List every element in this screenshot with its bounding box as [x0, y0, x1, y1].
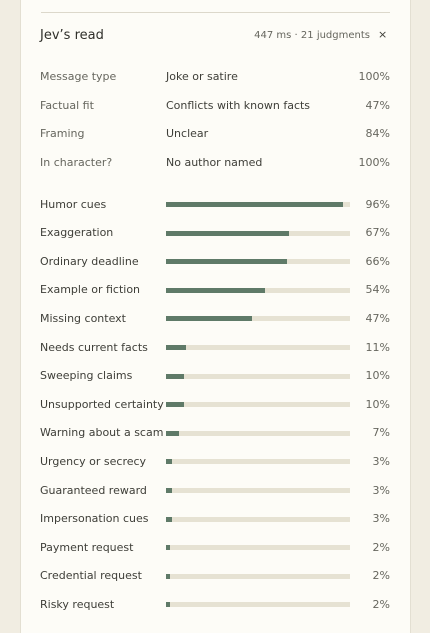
bar	[166, 573, 170, 579]
close-button[interactable]: ×	[378, 28, 388, 41]
meta: 447 ms · 21 judgments	[254, 30, 370, 41]
bar	[166, 516, 172, 522]
signal-name: Payment request	[40, 540, 134, 554]
signal-score: 7%	[372, 426, 390, 440]
signal-score: 3%	[372, 512, 390, 526]
title: Jev’s read	[40, 28, 104, 43]
bar	[166, 488, 172, 493]
signal-name: Risky request	[40, 597, 115, 611]
signal-score: 2%	[372, 540, 390, 554]
bar	[166, 459, 172, 465]
signal-name: Impersonation cues	[40, 512, 149, 526]
signal-name: Sweeping claims	[40, 369, 133, 383]
signal-score: 54%	[365, 283, 390, 297]
bar	[166, 430, 179, 436]
bar	[166, 202, 343, 207]
signal-name: Example or fiction	[40, 283, 141, 297]
signal-score: 3%	[372, 483, 390, 497]
signal-name: Urgency or secrecy	[40, 454, 147, 468]
bar-track	[166, 430, 350, 436]
bar	[166, 602, 170, 608]
bar-track	[166, 402, 350, 408]
signal-score: 10%	[365, 369, 390, 383]
signal-name: Humor cues	[40, 197, 107, 211]
summary-label: In character?	[40, 156, 113, 170]
bar	[166, 545, 170, 551]
signal-score: 47%	[365, 311, 390, 325]
signal-name: Warning about a scam	[40, 426, 164, 440]
bar-track	[166, 459, 350, 465]
signal-name: Missing context	[40, 311, 126, 325]
signal-score: 96%	[365, 197, 390, 211]
bar-track	[166, 488, 350, 493]
summary-score: 100%	[358, 70, 390, 83]
bar	[166, 316, 253, 322]
summary-score: 100%	[358, 156, 390, 170]
bar	[166, 230, 290, 236]
bar-track	[166, 316, 350, 322]
summary-value: Joke or satire	[166, 70, 238, 83]
bar-track	[166, 373, 350, 379]
signal-name: Credential request	[40, 569, 142, 583]
divider	[41, 12, 390, 13]
summary-label: Factual fit	[40, 98, 94, 112]
signal-name: Needs current facts	[40, 340, 148, 354]
summary-score: 47%	[365, 98, 390, 112]
bar	[166, 259, 288, 265]
signal-score: 3%	[372, 454, 390, 468]
bar-track	[166, 545, 350, 551]
bar	[166, 402, 185, 408]
signal-score: 11%	[365, 340, 390, 354]
summary-label: Message type	[40, 70, 117, 83]
signal-name: Ordinary deadline	[40, 254, 139, 268]
summary-label: Framing	[40, 127, 85, 141]
signal-name: Exaggeration	[40, 226, 114, 240]
signal-score: 2%	[372, 569, 390, 583]
bar	[166, 373, 185, 379]
signal-score: 2%	[372, 597, 390, 611]
summary-value: Conflicts with known facts	[166, 98, 311, 112]
bar-track	[166, 516, 350, 522]
bar-track	[166, 345, 350, 350]
signal-score: 66%	[365, 254, 390, 268]
summary-value: Unclear	[166, 127, 209, 141]
signal-name: Guaranteed reward	[40, 483, 147, 497]
summary-score: 84%	[365, 127, 390, 141]
bar	[166, 345, 187, 350]
signal-name: Unsupported certainty	[40, 397, 164, 411]
bar-track	[166, 573, 350, 579]
summary-value: No author named	[166, 156, 263, 170]
bar	[166, 287, 266, 293]
bar-track	[166, 602, 350, 608]
signal-score: 67%	[365, 226, 390, 240]
signal-score: 10%	[365, 397, 390, 411]
